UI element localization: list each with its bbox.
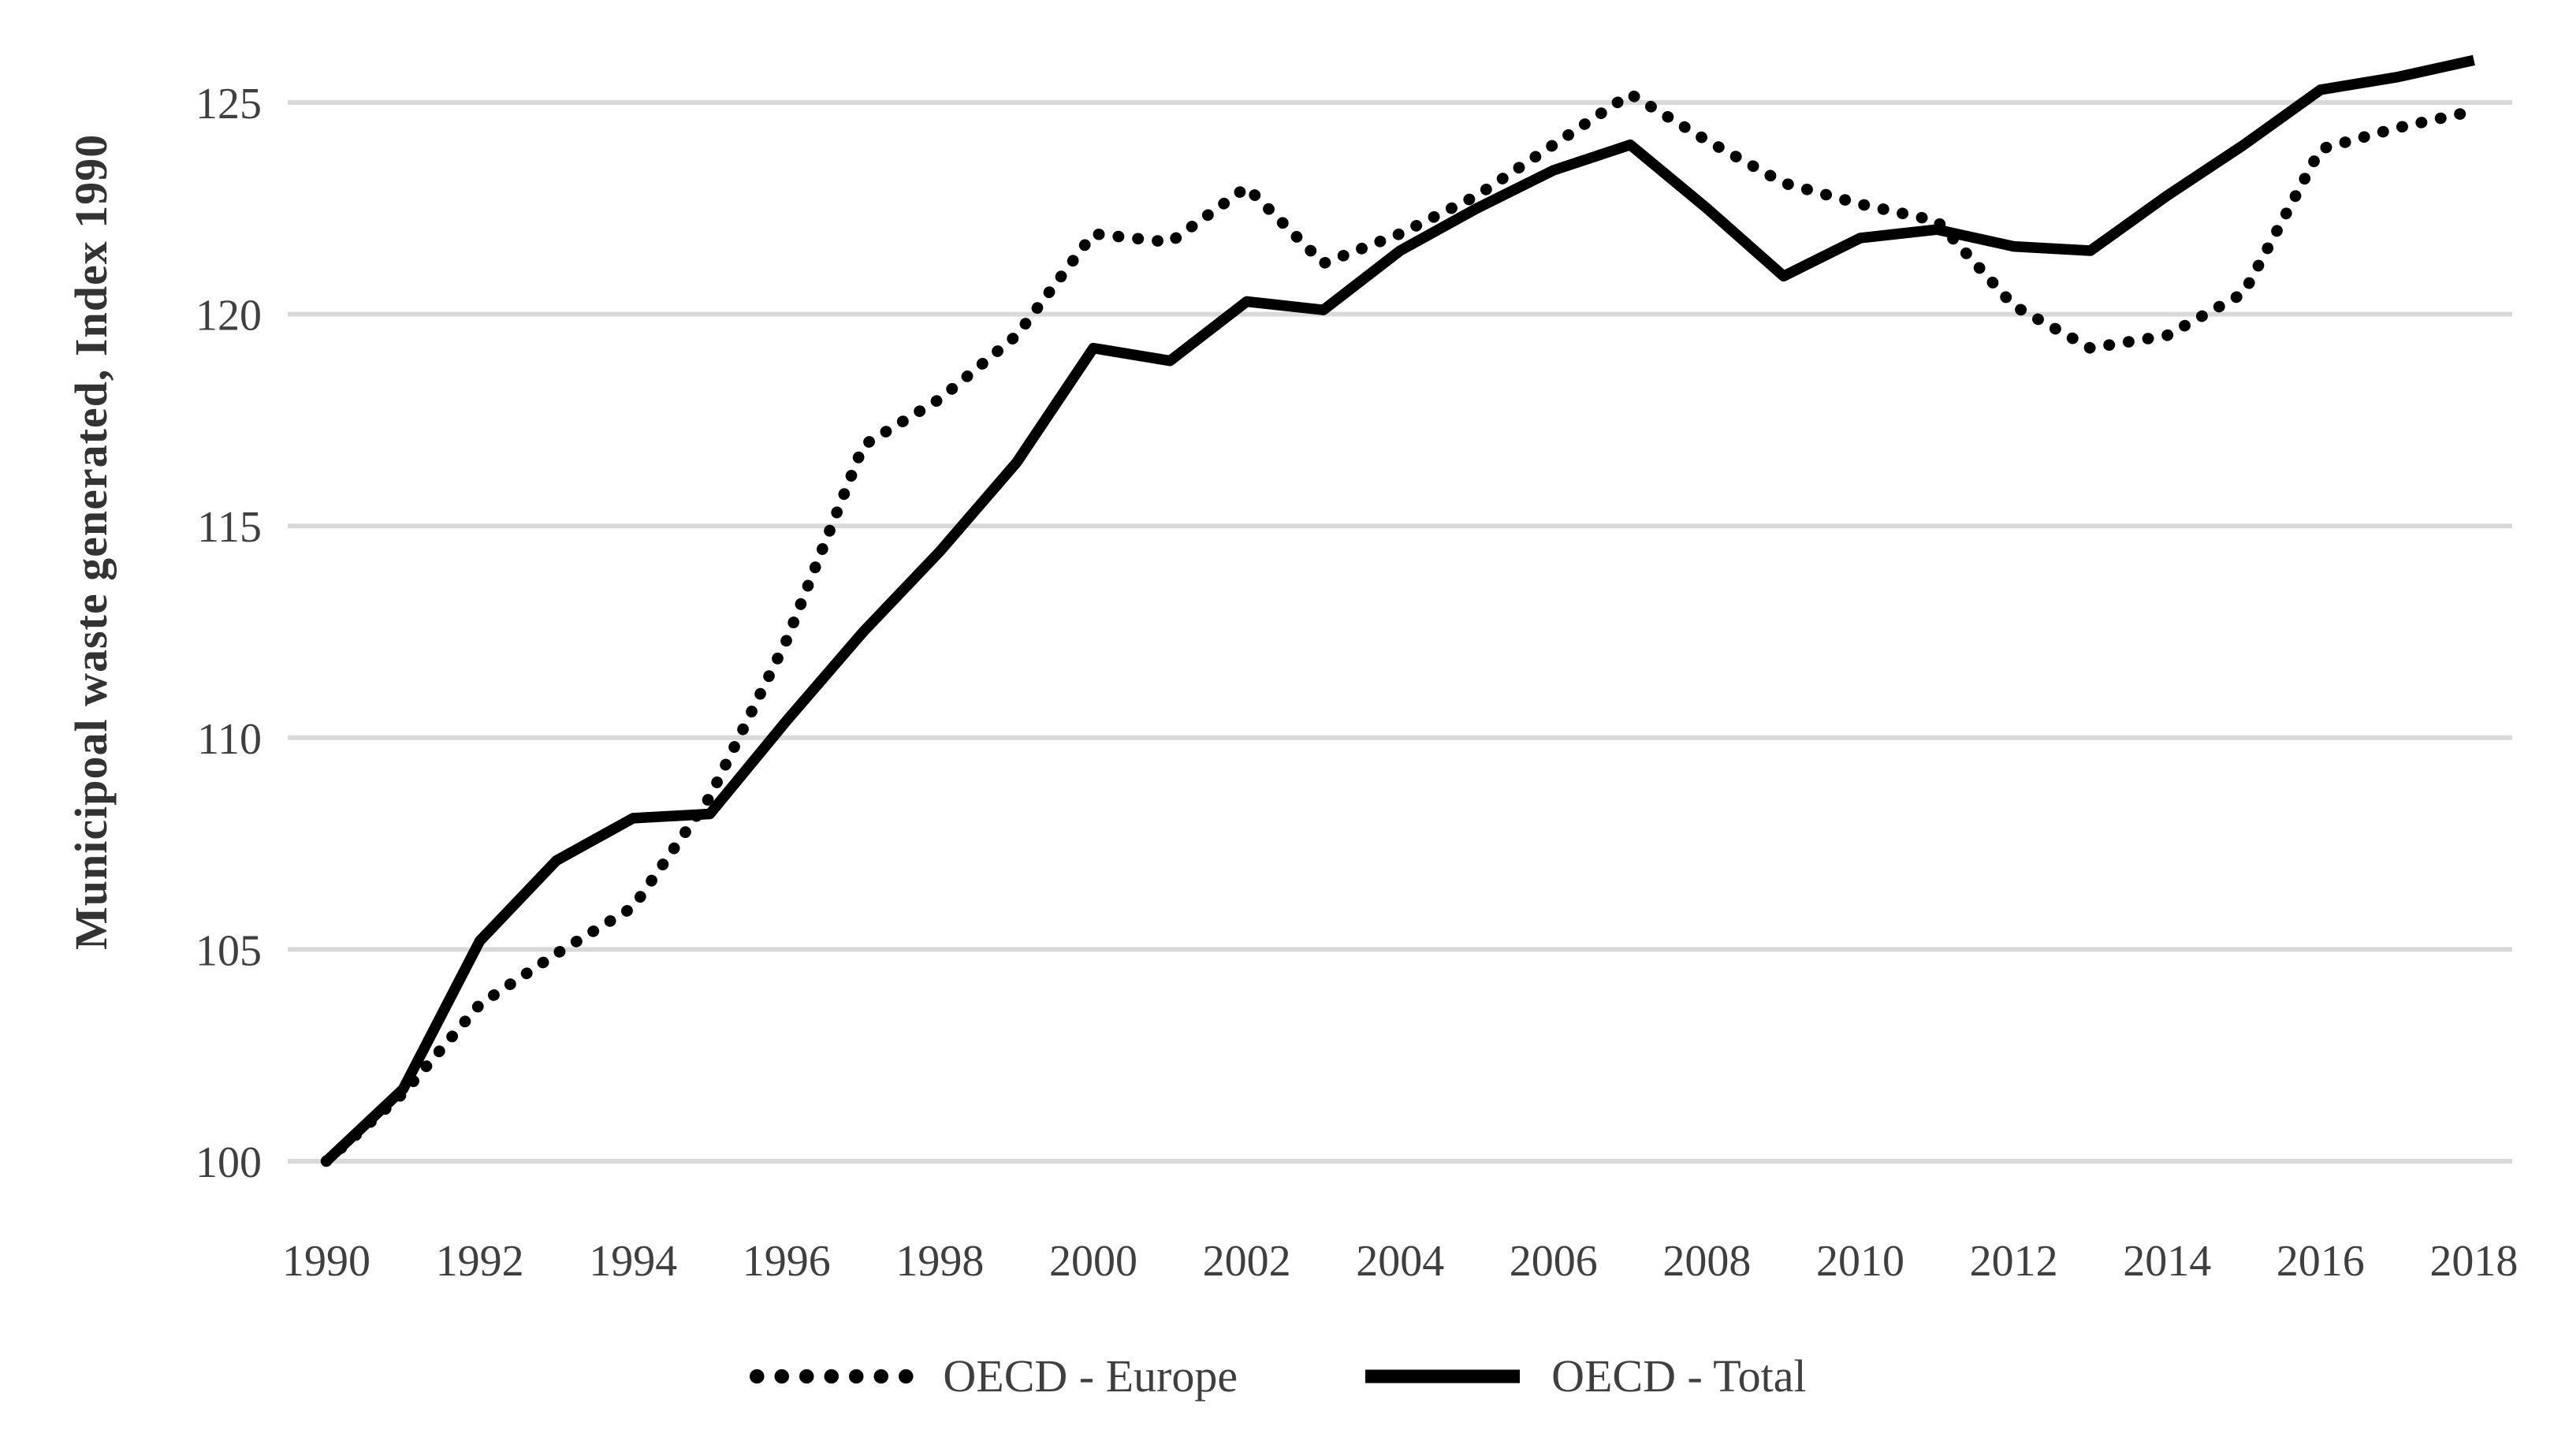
x-tick-label: 1990	[282, 1237, 370, 1286]
y-tick-label: 100	[195, 1138, 262, 1187]
y-tick-label: 120	[195, 292, 262, 341]
legend-swatch-solid-icon	[1365, 1369, 1521, 1383]
x-tick-label: 1992	[436, 1237, 524, 1286]
y-tick-label: 105	[195, 926, 262, 975]
x-tick-label: 2006	[1510, 1237, 1598, 1286]
y-tick-label: 110	[197, 715, 262, 764]
y-tick-label: 125	[195, 80, 262, 128]
x-tick-label: 1994	[589, 1237, 677, 1286]
x-tick-label: 2010	[1816, 1237, 1904, 1286]
x-tick-label: 1998	[895, 1237, 984, 1286]
x-tick-label: 2004	[1356, 1237, 1444, 1286]
x-tick-label: 2018	[2429, 1237, 2518, 1286]
x-tick-label: 2016	[2277, 1237, 2365, 1286]
x-tick-label: 2014	[2123, 1237, 2211, 1286]
legend-item-total: OECD - Total	[1356, 1350, 1807, 1402]
x-tick-label: 1996	[743, 1237, 831, 1286]
legend-label-total: OECD - Total	[1551, 1350, 1807, 1402]
legend-label-europe: OECD - Europe	[943, 1350, 1238, 1402]
legend-item-europe: OECD - Europe	[747, 1350, 1238, 1402]
x-tick-label: 2008	[1662, 1237, 1751, 1286]
series-line-europe	[320, 88, 2480, 1167]
x-tick-label: 2000	[1049, 1237, 1137, 1286]
x-tick-label: 2012	[1970, 1237, 2058, 1286]
series-line-total	[322, 54, 2475, 1165]
legend-swatch-dotted-icon	[750, 1368, 919, 1383]
chart-legend: OECD - Europe OECD - Total	[0, 1350, 2554, 1402]
x-tick-label: 2002	[1203, 1237, 1291, 1286]
y-tick-label: 115	[197, 503, 262, 552]
